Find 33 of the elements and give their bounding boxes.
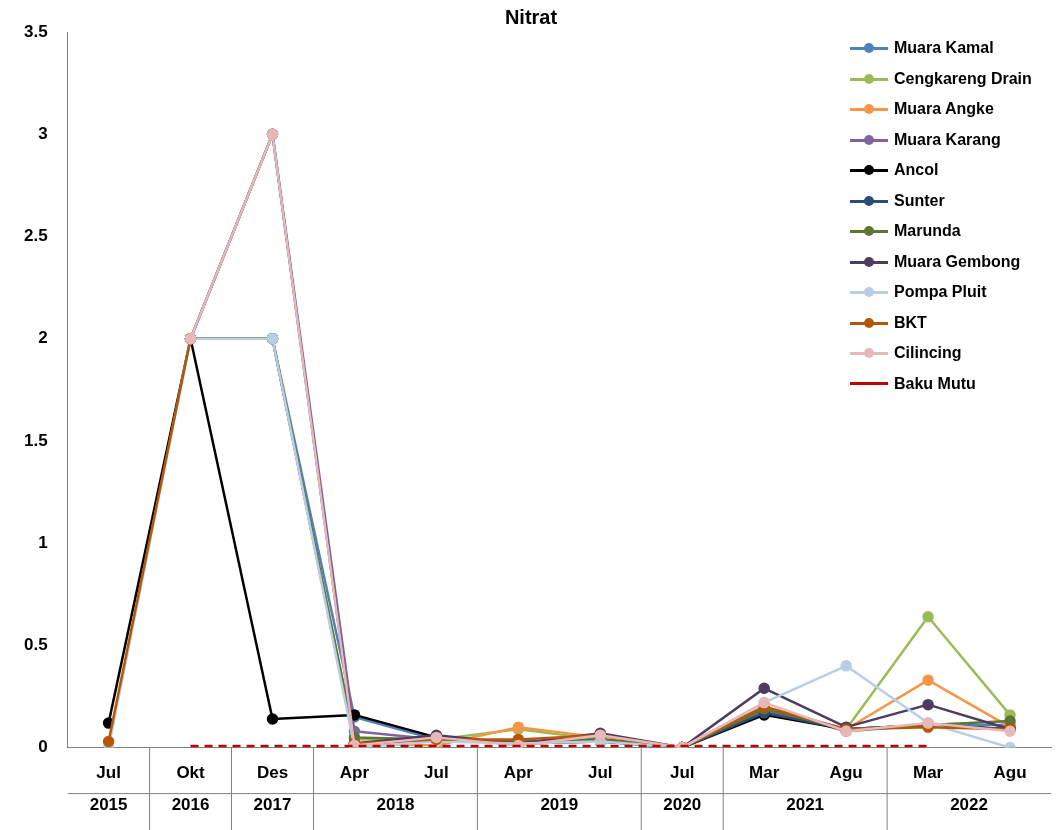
category-label: Okt 2016 <box>171 763 210 815</box>
y-tick-label: 3 <box>38 123 48 143</box>
category-label: Jul 2015 <box>89 763 128 815</box>
category-label: Mar 2022 <box>912 763 988 815</box>
category-label: Apr 2019 <box>503 763 579 815</box>
y-tick-label: 0 <box>38 737 48 757</box>
category-label: Apr 2018 <box>339 763 415 815</box>
chart-title: Nitrat <box>504 5 558 28</box>
x-tick-label: Agu <box>829 763 863 783</box>
y-tick-label: 1 <box>38 532 48 552</box>
legend-label: Muara Karang <box>894 130 1001 149</box>
legend-label: BKT <box>894 313 927 332</box>
legend-label: Cengkareng Drain <box>894 69 1032 88</box>
y-tick-label: 2.5 <box>23 226 48 246</box>
legend-label: Muara Gembong <box>894 252 1021 271</box>
y-tick-label: 3.5 <box>23 21 48 41</box>
y-tick-label: 1.5 <box>23 430 48 450</box>
legend-label: Baku Mutu <box>894 374 976 393</box>
legend-label: Ancol <box>894 161 939 180</box>
legend-label: Muara Kamal <box>894 39 994 58</box>
x-tick-label: Jul <box>588 763 613 783</box>
x-tick-label: Agu <box>993 763 1027 783</box>
legend-label: Sunter <box>894 191 945 210</box>
legend-label: Cilincing <box>894 344 962 363</box>
category-label: Jul 2020 <box>663 763 702 815</box>
y-tick-label: 0.5 <box>23 635 48 655</box>
x-tick-label: Jul <box>424 763 449 783</box>
category-label: Mar 2021 <box>749 763 825 815</box>
legend-label: Muara Angke <box>894 100 994 119</box>
category-label: Des 2017 <box>253 763 292 815</box>
y-tick-label: 2 <box>38 328 48 348</box>
legend-label: Marunda <box>894 222 961 241</box>
legend-label: Pompa Pluit <box>894 283 987 302</box>
